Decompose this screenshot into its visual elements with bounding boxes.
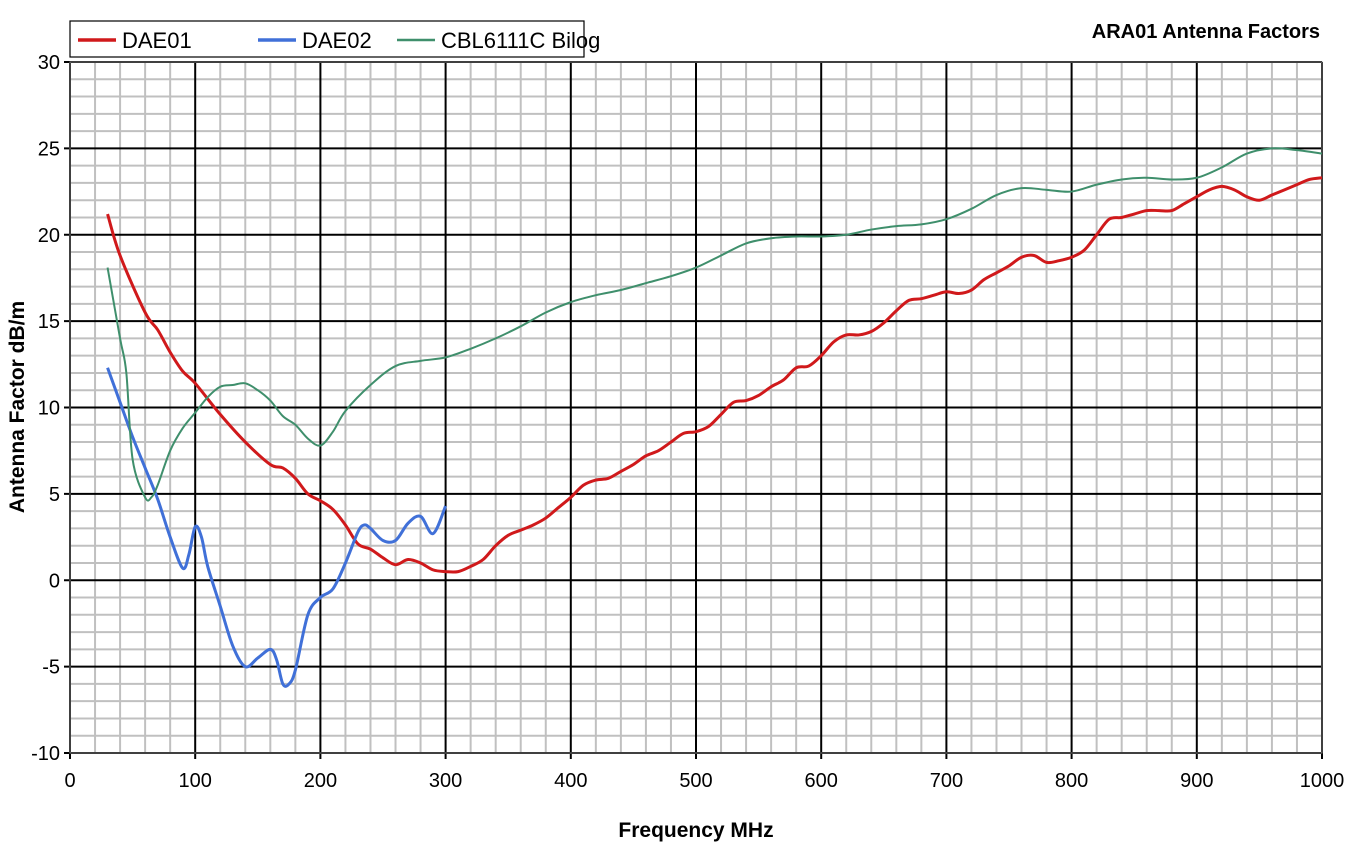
series-lines: [106, 147, 1323, 688]
legend-label: DAE02: [302, 28, 372, 53]
x-tick-label: 1000: [1300, 770, 1345, 792]
x-axis-title: Frequency MHz: [618, 819, 773, 842]
legend: DAE01 DAE02 CBL6111C Bilog: [69, 20, 600, 58]
x-tick-label: 600: [805, 770, 838, 792]
legend-box: [69, 20, 585, 58]
x-tick-label: 900: [1180, 770, 1213, 792]
grid: [64, 61, 1323, 759]
x-tick-label: 0: [64, 770, 75, 792]
x-tick-label: 400: [554, 770, 587, 792]
legend-label: CBL6111C Bilog: [441, 28, 600, 53]
y-tick-label: 30: [38, 52, 60, 74]
series-line-dae01: [106, 176, 1323, 574]
tick-labels: 0 100 200 300 400 500 600 700 800 900 1000 -10 -5 0 5 1…: [31, 52, 1344, 792]
series-line-cbl6111c-bilog: [106, 147, 1323, 502]
y-tick-label: 25: [38, 138, 60, 160]
y-tick-label: -5: [42, 657, 60, 679]
y-tick-label: 20: [38, 225, 60, 247]
x-tick-label: 800: [1055, 770, 1088, 792]
x-tick-label: 100: [179, 770, 212, 792]
series-line-dae02: [106, 367, 447, 688]
y-tick-label: 15: [38, 311, 60, 333]
legend-label: DAE01: [122, 28, 192, 53]
y-tick-label: -10: [31, 743, 60, 765]
y-tick-label: 0: [49, 570, 60, 592]
plot-border: [69, 61, 1323, 754]
x-tick-label: 500: [679, 770, 712, 792]
y-tick-label: 10: [38, 398, 60, 420]
chart-title: ARA01 Antenna Factors: [1092, 21, 1320, 43]
x-tick-label: 300: [429, 770, 462, 792]
x-tick-label: 200: [304, 770, 337, 792]
x-tick-label: 700: [930, 770, 963, 792]
y-tick-label: 5: [49, 484, 60, 506]
y-axis-title: Antenna Factor dB/m: [6, 301, 29, 513]
